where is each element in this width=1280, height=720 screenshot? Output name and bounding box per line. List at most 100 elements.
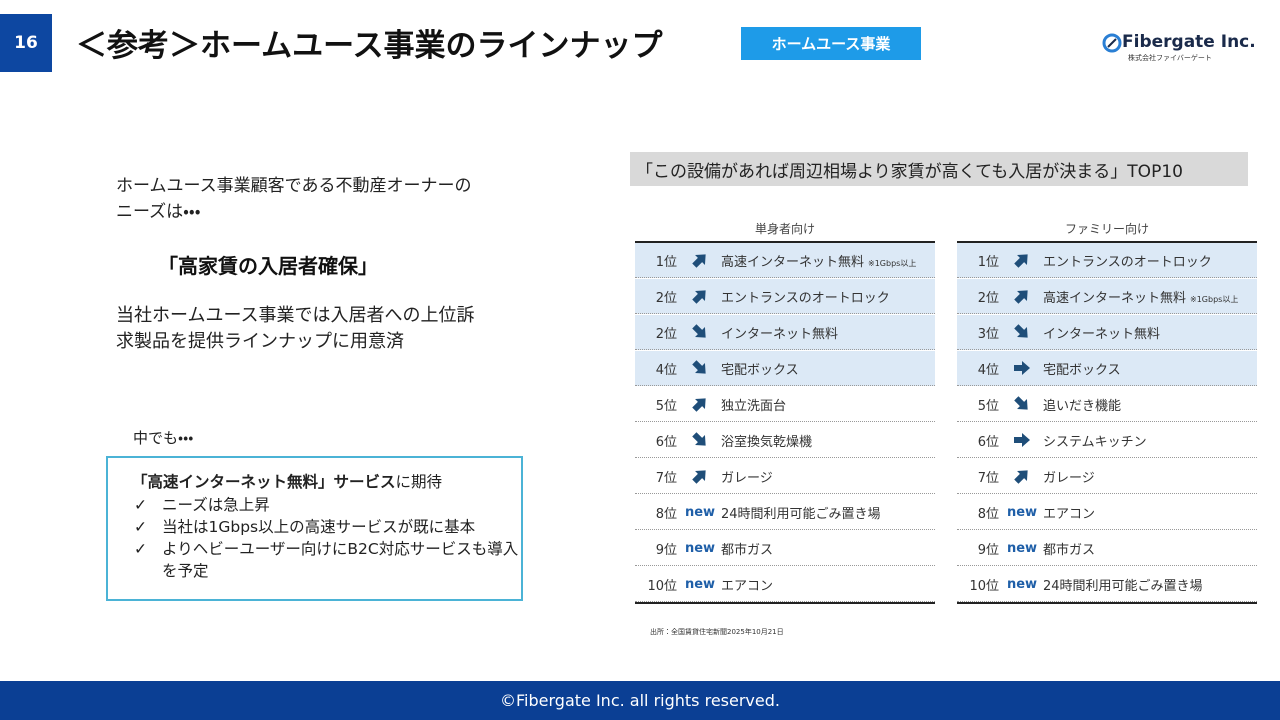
- trend: [1003, 467, 1041, 485]
- table-row: 7位 ガレージ: [957, 459, 1257, 494]
- trend: [681, 359, 719, 377]
- item: システムキッチン: [1043, 434, 1147, 450]
- trend: [1003, 431, 1041, 449]
- table-heading: ファミリー向け: [1064, 222, 1149, 236]
- table-row: 10位 new 24時間利用可能ごみ置き場: [957, 567, 1257, 602]
- rank: 1位: [977, 254, 999, 270]
- table-heading: 単身者向け: [754, 222, 815, 236]
- item: ガレージ: [721, 470, 773, 486]
- trend-arrow: [1014, 396, 1028, 410]
- table-row: 8位 new 24時間利用可能ごみ置き場: [635, 495, 935, 530]
- tag: ホームユース事業: [741, 27, 921, 60]
- trend-arrow: [1014, 324, 1028, 338]
- item: 24時間利用可能ごみ置き場: [721, 506, 881, 522]
- callout-box: 「高速インターネット無料」サービスに期待 ✓ ニーズは急上昇 ✓ 当社は1Gbps以上…: [106, 456, 523, 601]
- trend: [681, 431, 719, 449]
- trend-arrow: [1014, 433, 1030, 447]
- title: ＜参考＞ホームユース事業のラインナップ: [76, 28, 663, 64]
- new-label: new: [1006, 504, 1038, 520]
- table-row: 1位 エントランスのオートロック: [957, 243, 1257, 278]
- item: 宅配ボックス: [1043, 362, 1121, 378]
- rank: 6位: [977, 434, 999, 450]
- rank: 6位: [655, 434, 677, 450]
- box-heading: 「高速インターネット無料」サービスに期待: [108, 458, 521, 494]
- table-row: 2位 高速インターネット無料 ※1Gbps以上: [957, 279, 1257, 314]
- table-row: 4位 宅配ボックス: [635, 351, 935, 386]
- rank: 2位: [655, 290, 677, 306]
- footer: ©Fibergate Inc. all rights reserved.: [0, 681, 1280, 720]
- item: インターネット無料: [1043, 326, 1161, 342]
- new-label: new: [684, 576, 716, 592]
- item: エアコン: [1043, 506, 1096, 522]
- new-label: new: [684, 540, 716, 556]
- item: 高速インターネット無料: [721, 254, 865, 270]
- rank: 2位: [977, 290, 999, 306]
- table-row: 6位 システムキッチン: [957, 423, 1257, 458]
- table-row: 6位 浴室換気乾燥機: [635, 423, 935, 458]
- item: 高速インターネット無料: [1043, 290, 1187, 306]
- trend: [1003, 251, 1041, 269]
- highlight: 「高家賃の入居者確保」: [158, 254, 378, 278]
- trend-arrow: [1014, 361, 1030, 375]
- trend-arrow: [692, 470, 706, 484]
- trend-arrow: [692, 254, 706, 268]
- trend: [1003, 359, 1041, 377]
- bullet-text: よりヘビーユーザー向けにB2C対応サービスも導入を予定: [162, 540, 519, 580]
- trend: new: [681, 577, 719, 592]
- bullet-text: 当社は1Gbps以上の高速サービスが既に基本: [162, 518, 476, 536]
- trend-arrow: [692, 324, 706, 338]
- page-number: 16: [0, 14, 52, 72]
- trend: [1003, 287, 1041, 305]
- rank: 7位: [655, 470, 677, 486]
- trend: [681, 467, 719, 485]
- table-row: 7位 ガレージ: [635, 459, 935, 494]
- trend-arrow: [1014, 254, 1028, 268]
- rank: 7位: [977, 470, 999, 486]
- check-mark: ✓: [134, 518, 147, 536]
- logo-icon: [1102, 33, 1122, 53]
- trend: new: [1003, 505, 1041, 520]
- table-row: 2位 インターネット無料: [635, 315, 935, 350]
- text-line: 当社ホームユース事業では入居者への上位訴: [116, 305, 475, 326]
- rank: 4位: [977, 362, 999, 378]
- note: ※1Gbps以上: [868, 258, 917, 268]
- item: エントランスのオートロック: [1043, 254, 1212, 270]
- table-rule: [957, 602, 1257, 604]
- table-row: 3位 インターネット無料: [957, 315, 1257, 350]
- rank: 4位: [655, 362, 677, 378]
- item: 都市ガス: [721, 542, 774, 558]
- item: 独立洗面台: [721, 398, 787, 414]
- check-mark: ✓: [134, 496, 147, 514]
- statement: 当社ホームユース事業では入居者への上位訴 求製品を提供ラインナップに用意済: [116, 303, 475, 355]
- trend: new: [681, 505, 719, 520]
- trend-arrow: [692, 360, 706, 374]
- heading-rest: に期待: [395, 473, 443, 491]
- trend: new: [1003, 577, 1041, 592]
- trend: [681, 287, 719, 305]
- trend: [681, 395, 719, 413]
- trend: new: [1003, 541, 1041, 556]
- table-rule: [635, 241, 935, 243]
- trend-arrow: [692, 290, 706, 304]
- rank: 9位: [655, 542, 677, 558]
- table-rule: [635, 602, 935, 604]
- table-rule: [957, 241, 1257, 243]
- note: ※1Gbps以上: [1190, 294, 1239, 304]
- text-line: ニーズは・・・: [116, 202, 201, 222]
- lead: 中でも・・・: [133, 429, 194, 447]
- item: 都市ガス: [1043, 542, 1096, 558]
- trend: [681, 251, 719, 269]
- ranking-title: 「この設備があれば周辺相場より家賃が高くても入居が決まる」TOP10: [630, 152, 1248, 186]
- rank: 10位: [647, 578, 677, 594]
- item: エントランスのオートロック: [721, 290, 890, 306]
- trend: [1003, 395, 1041, 413]
- intro: ホームユース事業顧客である不動産オーナーの ニーズは・・・: [116, 173, 471, 225]
- item: ガレージ: [1043, 470, 1095, 486]
- table-row: 8位 new エアコン: [957, 495, 1257, 530]
- table-row: 10位 new エアコン: [635, 567, 935, 602]
- item: インターネット無料: [721, 326, 839, 342]
- text-line: 求製品を提供ラインナップに用意済: [116, 331, 404, 352]
- bullets: ✓ ニーズは急上昇 ✓ 当社は1Gbps以上の高速サービスが既に基本 ✓ よりヘビーユーザ…: [108, 494, 521, 582]
- bullet: ✓ ニーズは急上昇: [108, 494, 521, 516]
- trend-arrow: [692, 398, 706, 412]
